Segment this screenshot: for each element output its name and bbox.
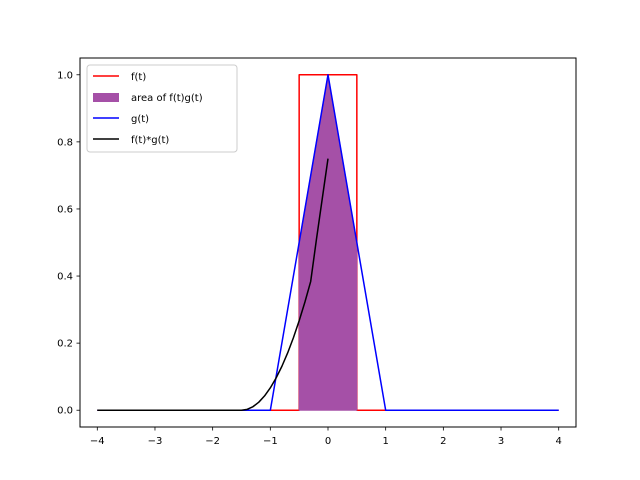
y-tick-label: 0.4 (57, 272, 73, 283)
x-tick-label: −1 (263, 436, 278, 447)
x-tick-label: 2 (440, 436, 446, 447)
y-tick-label: 0.6 (57, 204, 73, 215)
x-axis: −4 −3 −2 −1 0 1 2 3 4 (90, 427, 562, 447)
y-tick-label: 0.2 (57, 339, 73, 350)
x-tick-label: −3 (148, 436, 163, 447)
series-layer (97, 74, 559, 411)
y-tick-label: 0.0 (57, 406, 73, 417)
legend: f(t) area of f(t)g(t) g(t) f(t)*g(t) (86, 64, 238, 153)
legend-label-area-of-f-t-g-t: area of f(t)g(t) (131, 93, 203, 104)
y-axis: 0.0 0.2 0.4 0.6 0.8 1.0 (57, 70, 80, 417)
x-tick-label: 4 (556, 436, 562, 447)
series-f-t-conv-g-t-line (97, 158, 329, 411)
y-tick-label: 0.8 (57, 137, 73, 148)
legend-box (86, 64, 238, 153)
legend-label-f-t: f(t) (131, 72, 146, 83)
y-tick-label: 1.0 (57, 70, 73, 81)
legend-label-g-t: g(t) (131, 114, 149, 125)
x-tick-label: −2 (205, 436, 220, 447)
x-tick-label: 1 (382, 436, 388, 447)
legend-swatch-area-of-f-t-g-t (93, 93, 119, 102)
x-tick-label: −4 (90, 436, 105, 447)
x-tick-label: 3 (498, 436, 504, 447)
legend-label-f-t-conv-g-t: f(t)*g(t) (131, 135, 169, 146)
x-tick-label: 0 (325, 436, 331, 447)
